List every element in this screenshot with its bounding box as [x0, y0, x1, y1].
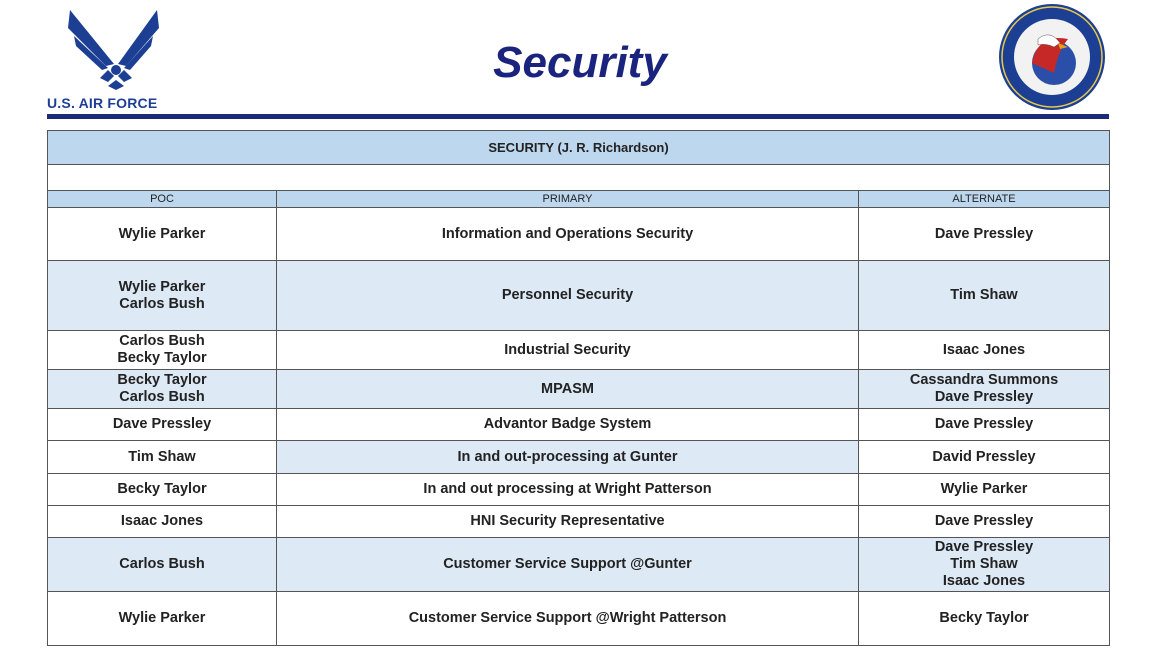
primary-text: In and out-processing at Gunter	[457, 448, 678, 465]
poc-cell: Dave Pressley	[47, 408, 277, 441]
alternate-name: Dave Pressley	[934, 389, 1034, 405]
alternate-name: Wylie Parker	[940, 481, 1028, 497]
alternate-cell: Dave Pressley	[857, 505, 1111, 538]
primary-cell: HNI Security Representative	[276, 505, 859, 538]
primary-cell: Customer Service Support @Wright Patters…	[276, 591, 859, 646]
poc-name: Carlos Bush	[119, 389, 205, 405]
poc-name: Carlos Bush	[119, 333, 205, 349]
alternate-cell: Tim Shaw	[857, 260, 1111, 331]
column-header-poc: POC	[47, 190, 277, 208]
primary-text: HNI Security Representative	[470, 513, 665, 529]
alternate-name: Cassandra Summons	[909, 372, 1059, 388]
table-title: SECURITY (J. R. Richardson)	[46, 130, 1111, 165]
poc-cell: Wylie Parker	[47, 591, 277, 646]
page-title: Security	[493, 38, 667, 87]
table-row: Becky Taylor In and out processing at Wri…	[47, 473, 1111, 506]
table-row: Carlos Bush Customer Service Support @Gun…	[47, 537, 1111, 592]
poc-cell: Wylie Parker Carlos Bush	[47, 260, 277, 331]
alternate-name: Dave Pressley	[934, 225, 1034, 242]
alternate-name: Tim Shaw	[950, 287, 1018, 303]
column-header-primary: PRIMARY	[276, 190, 859, 208]
primary-text: Personnel Security	[501, 287, 634, 303]
alternate-name: Tim Shaw	[950, 556, 1018, 572]
alternate-name: Dave Pressley	[934, 513, 1034, 529]
primary-text: MPASM	[541, 380, 594, 397]
alternate-name: Dave Pressley	[934, 539, 1034, 555]
poc-name: Becky Taylor	[117, 372, 207, 388]
alternate-name: David Pressley	[932, 448, 1036, 465]
poc-name: Becky Taylor	[117, 350, 207, 366]
security-table: SECURITY (J. R. Richardson) POC PRIMARY …	[46, 130, 1111, 646]
poc-cell: Becky Taylor	[47, 473, 277, 506]
primary-text: Information and Operations Security	[441, 225, 694, 242]
poc-name: Dave Pressley	[112, 416, 212, 432]
air-force-logo-text: U.S. AIR FORCE	[47, 95, 158, 111]
primary-text: Customer Service Support @Wright Patters…	[408, 610, 727, 626]
poc-name: Wylie Parker	[118, 610, 206, 626]
blank-row	[46, 164, 1111, 191]
primary-cell: In and out-processing at Gunter	[276, 440, 859, 474]
table-row: Tim Shaw In and out-processing at Gunter D…	[47, 440, 1111, 474]
primary-cell: In and out processing at Wright Patterso…	[276, 473, 859, 506]
alternate-name: Becky Taylor	[939, 610, 1029, 626]
poc-cell: Carlos Bush Becky Taylor	[47, 330, 277, 370]
poc-cell: Tim Shaw	[47, 440, 277, 474]
poc-cell: Isaac Jones	[47, 505, 277, 538]
alternate-cell: Dave Pressley Tim Shaw Isaac Jones	[857, 537, 1111, 592]
primary-cell: Information and Operations Security	[276, 207, 859, 261]
alternate-name: Dave Pressley	[934, 416, 1034, 432]
alternate-cell: Becky Taylor	[857, 591, 1111, 646]
primary-text: In and out processing at Wright Patterso…	[423, 481, 712, 497]
poc-name: Isaac Jones	[120, 513, 204, 529]
primary-text: Customer Service Support @Gunter	[443, 556, 692, 572]
primary-text: Industrial Security	[504, 341, 631, 358]
air-force-wings-logo	[68, 10, 159, 90]
alternate-name: Isaac Jones	[942, 341, 1026, 358]
poc-name: Carlos Bush	[119, 556, 205, 572]
poc-cell: Becky Taylor Carlos Bush	[47, 369, 277, 409]
primary-cell: Customer Service Support @Gunter	[276, 537, 859, 592]
alternate-cell: Cassandra Summons Dave Pressley	[857, 369, 1111, 409]
table-row: Isaac Jones HNI Security Representative Da…	[47, 505, 1111, 538]
primary-cell: Advantor Badge System	[276, 408, 859, 441]
poc-name: Wylie Parker	[118, 225, 206, 242]
alternate-cell: Dave Pressley	[857, 207, 1111, 261]
header-divider	[47, 114, 1109, 119]
primary-cell: Industrial Security	[276, 330, 859, 370]
poc-cell: Carlos Bush	[47, 537, 277, 592]
poc-name: Wylie Parker	[118, 278, 206, 295]
alternate-cell: Wylie Parker	[857, 473, 1111, 506]
alternate-cell: Dave Pressley	[857, 408, 1111, 441]
table-row: Wylie Parker Carlos Bush Personnel Securit…	[47, 260, 1111, 331]
primary-text: Advantor Badge System	[483, 416, 652, 432]
poc-name: Becky Taylor	[117, 481, 207, 497]
aflcmc-seal-logo	[999, 4, 1105, 110]
table-row: Wylie Parker Information and Operations S…	[47, 207, 1111, 261]
primary-cell: MPASM	[276, 369, 859, 409]
primary-cell: Personnel Security	[276, 260, 859, 331]
column-header-alternate: ALTERNATE	[857, 190, 1111, 208]
table-row: Carlos Bush Becky Taylor Industrial Securi…	[47, 330, 1111, 370]
alternate-cell: David Pressley	[857, 440, 1111, 474]
table-row: Wylie Parker Customer Service Support @Wr…	[47, 591, 1111, 646]
table-row: Dave Pressley Advantor Badge System Dave P…	[47, 408, 1111, 441]
alternate-cell: Isaac Jones	[857, 330, 1111, 370]
poc-cell: Wylie Parker	[47, 207, 277, 261]
poc-name: Carlos Bush	[119, 295, 205, 312]
alternate-name: Isaac Jones	[942, 573, 1026, 589]
table-row: Becky Taylor Carlos Bush MPASM Cassandra Su…	[47, 369, 1111, 409]
poc-name: Tim Shaw	[128, 448, 196, 465]
